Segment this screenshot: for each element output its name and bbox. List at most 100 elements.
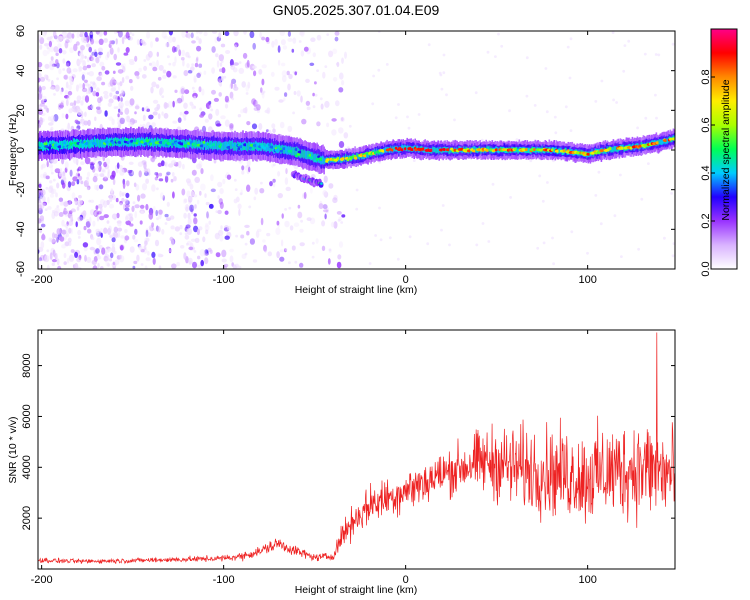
noise-cell: [647, 162, 650, 166]
noise-cell: [541, 199, 545, 203]
ridge-cell: [448, 148, 450, 155]
noise-cell: [84, 111, 87, 118]
noise-cell: [235, 234, 239, 238]
snr-series-line: [38, 332, 675, 565]
noise-cell: [96, 106, 101, 110]
noise-cell: [372, 74, 375, 78]
noise-cell: [86, 72, 90, 75]
noise-cell: [114, 80, 118, 84]
noise-cell: [157, 76, 162, 81]
noise-cell: [158, 178, 164, 182]
noise-cell: [119, 190, 122, 197]
noise-cell: [97, 97, 102, 104]
noise-cell: [121, 77, 125, 83]
ridge-cell: [234, 142, 236, 151]
noise-cell: [300, 50, 305, 57]
noise-cell: [193, 95, 197, 100]
noise-cell: [58, 48, 63, 54]
noise-cell: [322, 71, 326, 79]
noise-cell: [119, 117, 126, 125]
noise-cell: [83, 225, 87, 231]
noise-cell: [198, 31, 203, 35]
noise-cell: [101, 66, 106, 71]
noise-cell: [39, 121, 43, 124]
noise-cell: [96, 155, 102, 161]
ridge-cell: [528, 147, 531, 153]
noise-cell: [172, 172, 175, 177]
noise-cell: [378, 160, 381, 164]
noise-cell: [140, 39, 145, 44]
ridge-cell: [122, 137, 124, 146]
noise-cell: [98, 31, 103, 37]
noise-cell: [99, 173, 105, 177]
noise-cell: [64, 95, 70, 99]
noise-cell: [481, 222, 485, 225]
noise-cell: [90, 104, 95, 110]
noise-cell: [96, 215, 100, 222]
ridge-cell: [406, 145, 408, 152]
ridge-core: [171, 142, 175, 146]
noise-cell: [55, 59, 59, 65]
noise-cell: [126, 180, 130, 187]
ridge-cell: [184, 139, 186, 148]
noise-cell: [188, 69, 193, 74]
noise-cell: [117, 121, 120, 125]
ridge-cell: [315, 153, 317, 162]
noise-cell: [344, 51, 347, 59]
noise-cell: [170, 178, 174, 183]
noise-cell: [107, 171, 110, 179]
noise-cell: [41, 163, 46, 169]
noise-cell: [214, 232, 220, 240]
noise-cell: [116, 168, 119, 174]
noise-cell: [300, 219, 303, 223]
spectrogram-panel: -200 -100 0 100 60 40 20 0 -20 -40 -60 Height of s…: [7, 25, 676, 296]
noise-cell: [48, 237, 52, 242]
noise-cell: [120, 64, 124, 68]
ridge-cell: [205, 141, 207, 151]
noise-cell: [281, 70, 287, 77]
noise-cell: [233, 178, 237, 182]
noise-cell: [72, 31, 77, 34]
noise-cell: [249, 31, 255, 39]
ridge-cell: [62, 141, 64, 150]
ridge-cell: [345, 154, 347, 160]
noise-cell: [161, 111, 164, 116]
noise-cell: [271, 123, 276, 129]
ridge-cell: [216, 141, 218, 150]
noise-cell: [140, 210, 144, 215]
noise-cell: [224, 235, 230, 240]
noise-cell: [320, 103, 324, 110]
ridge-cell: [401, 144, 403, 150]
noise-cell: [546, 181, 549, 184]
spec-y-tick-label: 20: [15, 104, 27, 116]
noise-cell: [86, 35, 90, 43]
noise-cell: [133, 239, 139, 243]
noise-cell: [229, 255, 234, 263]
noise-cell: [84, 95, 90, 103]
noise-cell: [130, 85, 134, 91]
noise-cell: [67, 35, 73, 44]
noise-cell: [627, 39, 631, 43]
noise-cell: [500, 44, 504, 48]
noise-cell: [172, 191, 175, 199]
noise-cell: [194, 62, 199, 68]
noise-cell: [76, 179, 80, 185]
noise-cell: [90, 163, 95, 170]
noise-cell: [199, 190, 202, 196]
noise-cell: [139, 220, 143, 225]
noise-cell: [165, 161, 168, 168]
noise-cell: [119, 168, 125, 176]
noise-cell: [90, 32, 93, 35]
noise-cell: [183, 117, 187, 121]
noise-cell: [279, 121, 285, 129]
noise-cell: [246, 230, 250, 236]
ridge-core: [671, 137, 675, 141]
ridge-cell: [108, 139, 110, 148]
noise-cell: [141, 74, 147, 79]
noise-cell: [72, 176, 78, 182]
ridge-core: [373, 151, 377, 155]
noise-cell: [218, 32, 222, 39]
noise-cell: [134, 204, 140, 209]
noise-cell: [124, 229, 128, 233]
noise-cell: [134, 105, 140, 110]
